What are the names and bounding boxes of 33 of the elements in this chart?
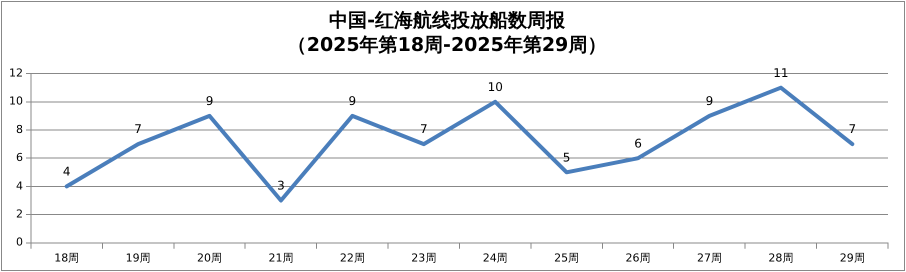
x-tick-label: 25周: [554, 251, 580, 264]
x-tick-label: 22周: [340, 251, 365, 264]
y-tick-label: 4: [16, 179, 23, 192]
x-tick-label: 23周: [411, 251, 436, 264]
data-label: 3: [277, 178, 285, 193]
x-tick-label: 29周: [840, 251, 865, 264]
y-tick-label: 0: [16, 236, 23, 249]
x-tick-label: 19周: [126, 251, 151, 264]
y-tick-label: 10: [8, 94, 23, 108]
data-label: 10: [488, 80, 503, 94]
y-tick-label: 6: [16, 151, 23, 164]
data-label: 4: [62, 164, 71, 179]
chart-subtitle: （2025年第18周-2025年第29周）: [288, 34, 606, 56]
data-label: 7: [420, 122, 428, 136]
data-label: 9: [206, 94, 214, 108]
data-label: 9: [348, 94, 356, 108]
data-label: 6: [634, 136, 642, 150]
x-tick-label: 20周: [197, 251, 222, 264]
x-tick-label: 26周: [626, 251, 651, 264]
data-label: 7: [848, 122, 856, 136]
y-tick-label: 12: [8, 66, 23, 80]
y-tick-label: 2: [16, 207, 23, 220]
data-label: 9: [706, 94, 714, 108]
chart-title: 中国-红海航线投放船数周报: [329, 9, 566, 32]
data-label: 7: [134, 122, 142, 136]
x-tick-label: 28周: [768, 251, 794, 264]
x-tick-label: 21周: [268, 251, 294, 264]
x-tick-label: 24周: [482, 251, 508, 264]
x-tick-label: 27周: [696, 251, 722, 264]
data-label: 11: [773, 66, 789, 80]
x-tick-label: 18周: [54, 251, 80, 264]
y-tick-label: 8: [16, 122, 23, 136]
data-label: 5: [562, 150, 570, 164]
